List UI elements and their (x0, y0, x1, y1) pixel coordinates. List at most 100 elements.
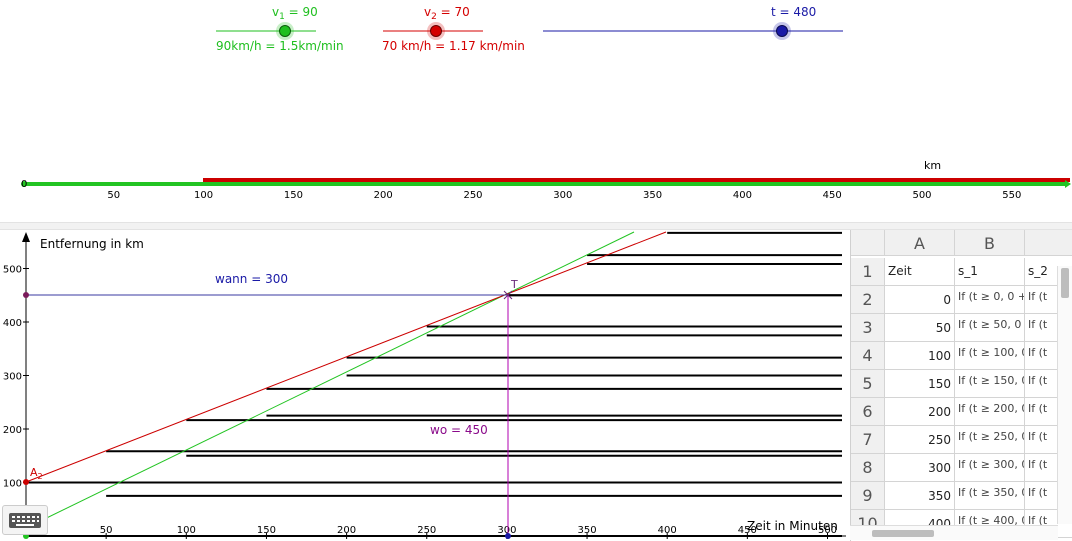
track-tick-label: 500 (912, 190, 931, 201)
track-tick-label: 350 (643, 190, 662, 201)
top-graphics-panel: v1 = 90 90km/h = 1.5km/min v2 = 70 70 km… (0, 0, 1072, 222)
cell-b[interactable]: s_1 (955, 258, 1025, 286)
green-car-line[interactable] (25, 231, 635, 529)
x-tick-label: 100 (177, 525, 196, 536)
grid-horizontal-segments (26, 231, 842, 537)
x-tick-label: 300 (497, 525, 516, 536)
cell-a[interactable]: 350 (885, 482, 955, 510)
wo-label: wo = 450 (430, 423, 488, 437)
cell-a[interactable]: 0 (885, 286, 955, 314)
slider-v1-label: v1 = 90 (272, 5, 318, 22)
x-tick-label: 450 (738, 525, 757, 536)
row-header[interactable]: 7 (851, 426, 885, 454)
cell-a[interactable]: 250 (885, 426, 955, 454)
wann-axis-point[interactable] (23, 292, 29, 298)
row-header[interactable]: 8 (851, 454, 885, 482)
track-unit-label: km (924, 159, 941, 172)
track-tick-label: 150 (284, 190, 303, 201)
y-axis-arrow-icon (22, 232, 30, 242)
cell-a[interactable]: 200 (885, 398, 955, 426)
track-tick-label: 300 (553, 190, 572, 201)
spreadsheet-view[interactable]: A B 1 Zeit s_1 s_2 2 0 If (t ≥ 0, 0 + If (t 3 50 I… (850, 230, 1072, 541)
y-tick-label: 200 (3, 425, 22, 436)
point-t-cross-icon-2 (503, 290, 513, 300)
slider-v1[interactable]: v1 = 90 90km/h = 1.5km/min (216, 5, 344, 53)
cell-b[interactable]: If (t ≥ 300, 0 (955, 454, 1025, 482)
track-tick-label: 450 (823, 190, 842, 201)
row-header[interactable]: 6 (851, 398, 885, 426)
wann-label: wann = 300 (215, 272, 288, 286)
row-header[interactable]: 9 (851, 482, 885, 510)
axes (22, 232, 846, 538)
wo-axis-point[interactable] (505, 533, 511, 539)
row-header[interactable]: 2 (851, 286, 885, 314)
cell-b[interactable]: If (t ≥ 250, 0 (955, 426, 1025, 454)
vertical-scrollbar-thumb[interactable] (1061, 268, 1069, 298)
cell-a[interactable]: 150 (885, 370, 955, 398)
x-tick-label: 400 (658, 525, 677, 536)
cell-b[interactable]: If (t ≥ 150, 0 (955, 370, 1025, 398)
row-header[interactable]: 5 (851, 370, 885, 398)
horizontal-scrollbar[interactable] (850, 525, 1058, 540)
column-header-b[interactable]: B (955, 230, 1025, 256)
point-a2-dot (23, 479, 29, 485)
track-tick-label: 400 (733, 190, 752, 201)
point-t[interactable]: T (503, 278, 518, 300)
track-tick-label: 250 (463, 190, 482, 201)
slider-v2-caption: 70 km/h = 1.17 km/min (382, 39, 525, 53)
x-tick-label: 50 (100, 525, 113, 536)
point-a2-label: A2 (30, 466, 43, 481)
track-arrow-icon (1065, 180, 1071, 188)
track-tick-label: 50 (107, 190, 120, 201)
row-header[interactable]: 3 (851, 314, 885, 342)
cell-a[interactable]: 100 (885, 342, 955, 370)
slider-v1-handle[interactable] (279, 25, 291, 37)
vertical-scrollbar[interactable] (1057, 266, 1072, 524)
slider-t[interactable]: t = 480 (543, 5, 843, 40)
column-header-c[interactable] (1025, 230, 1072, 256)
row-header[interactable]: 4 (851, 342, 885, 370)
track-tick-label: 100 (194, 190, 213, 201)
x-tick-label: 200 (337, 525, 356, 536)
cell-a[interactable]: 300 (885, 454, 955, 482)
slider-v2[interactable]: v2 = 70 70 km/h = 1.17 km/min (382, 5, 525, 53)
track-tick-label: 200 (374, 190, 393, 201)
panel-divider[interactable] (0, 222, 1072, 230)
track-tick-label: 550 (1002, 190, 1021, 201)
cell-b[interactable]: If (t ≥ 50, 0 (955, 314, 1025, 342)
point-t-label: T (510, 278, 518, 291)
cell-a[interactable]: Zeit (885, 258, 955, 286)
slider-t-label: t = 480 (771, 5, 816, 19)
red-car-line[interactable] (25, 231, 667, 483)
x-tick-label: 500 (818, 525, 837, 536)
point-a2[interactable]: A2 (23, 466, 43, 485)
y-axis-label: Entfernung in km (40, 237, 144, 251)
row-header[interactable]: 1 (851, 258, 885, 286)
slider-v2-handle[interactable] (430, 25, 442, 37)
y-tick-labels: 100 200 300 400 500 (3, 265, 29, 490)
distance-time-graph: 50 100 150 200 250 300 350 400 450 500 100 200 300 4… (3, 231, 846, 539)
keyboard-icon (9, 513, 41, 528)
x-tick-label: 350 (578, 525, 597, 536)
horizontal-scrollbar-thumb[interactable] (872, 530, 934, 537)
track-origin-point (21, 181, 27, 187)
track-tick-label: 0 (21, 179, 27, 190)
x-axis-label: Zeit in Minuten (747, 519, 838, 533)
track-tick-labels: 0 50 100 150 200 250 300 350 400 450 500 550 (21, 179, 1021, 201)
cell-c[interactable]: s_2 (1025, 258, 1072, 286)
cell-b[interactable]: If (t ≥ 200, 0 (955, 398, 1025, 426)
y-tick-label: 500 (3, 265, 22, 276)
slider-t-handle[interactable] (776, 25, 788, 37)
corner-cell[interactable] (851, 230, 885, 256)
cell-a[interactable]: 50 (885, 314, 955, 342)
cell-b[interactable]: If (t ≥ 0, 0 + (955, 286, 1025, 314)
column-header-a[interactable]: A (885, 230, 955, 256)
cell-b[interactable]: If (t ≥ 350, 0 (955, 482, 1025, 510)
x-tick-label: 250 (417, 525, 436, 536)
cell-b[interactable]: If (t ≥ 100, 0 (955, 342, 1025, 370)
y-tick-label: 400 (3, 318, 22, 329)
keyboard-button[interactable] (2, 505, 48, 535)
spreadsheet-grid[interactable]: A B 1 Zeit s_1 s_2 2 0 If (t ≥ 0, 0 + If (t 3 50 I… (851, 230, 1072, 538)
slider-v1-caption: 90km/h = 1.5km/min (216, 39, 344, 53)
x-tick-labels: 50 100 150 200 250 300 350 400 450 500 (100, 525, 837, 539)
